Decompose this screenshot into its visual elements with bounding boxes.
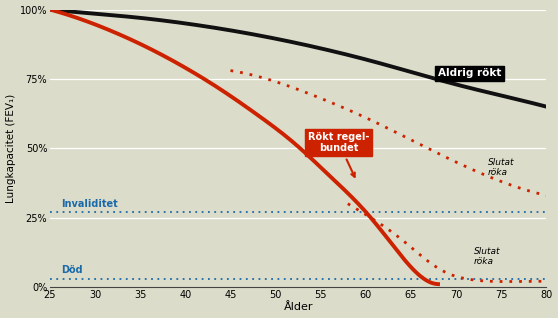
Text: Rökt regel-
bundet: Rökt regel- bundet: [308, 132, 369, 177]
X-axis label: Ålder: Ålder: [283, 302, 313, 313]
Text: Död: Död: [61, 265, 83, 275]
Text: Slutat
röka: Slutat röka: [488, 158, 514, 177]
Text: Invaliditet: Invaliditet: [61, 199, 118, 209]
Y-axis label: Lungkapacitet (FEV₁): Lungkapacitet (FEV₁): [6, 93, 16, 203]
Text: Slutat
röka: Slutat röka: [474, 247, 501, 266]
Text: Aldrig rökt: Aldrig rökt: [438, 68, 502, 78]
